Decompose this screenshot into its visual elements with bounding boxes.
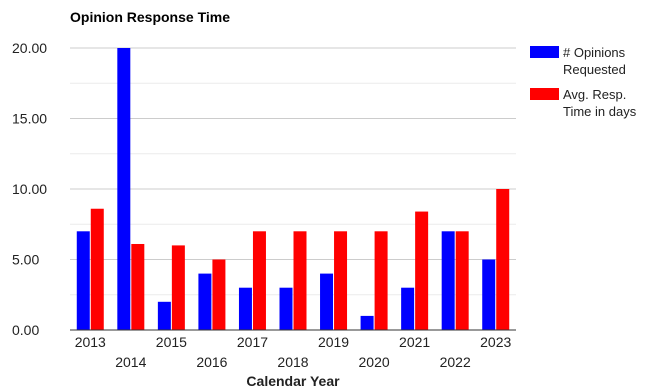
- x-tick-label: 2017: [237, 334, 268, 350]
- bar-series-1-2014: [131, 243, 145, 330]
- y-axis-ticks: 0.00 5.00 10.00 15.00 20.00: [12, 40, 47, 338]
- y-tick-label: 0.00: [12, 322, 39, 338]
- bar-series-1-2023: [496, 189, 510, 330]
- bar-series-0-2018: [279, 287, 293, 330]
- x-tick-label: 2021: [399, 334, 430, 350]
- bar-series-0-2013: [76, 231, 90, 330]
- chart-title: Opinion Response Time: [70, 9, 230, 25]
- x-tick-label: 2016: [196, 354, 227, 370]
- bar-series-0-2022: [441, 231, 455, 330]
- y-tick-label: 15.00: [12, 111, 47, 127]
- legend-label-1-line-0: Avg. Resp.: [563, 87, 626, 102]
- bar-series-0-2017: [238, 287, 252, 330]
- y-tick-label: 20.00: [12, 40, 47, 56]
- gridlines: [70, 47, 516, 296]
- bar-series-1-2018: [293, 231, 307, 330]
- bar-series-1-2016: [212, 259, 226, 330]
- bar-series-1-2019: [334, 231, 348, 330]
- bar-series-1-2013: [90, 208, 104, 330]
- x-tick-label: 2015: [156, 334, 187, 350]
- bar-series-1-2021: [415, 211, 429, 330]
- bar-series-0-2015: [157, 301, 171, 330]
- legend-swatch-1: [530, 88, 559, 100]
- y-tick-label: 10.00: [12, 181, 47, 197]
- bar-series-0-2019: [320, 273, 334, 330]
- bar-series-0-2014: [117, 48, 131, 330]
- legend-label-0-line-0: # Opinions: [563, 45, 626, 60]
- legend-label-0-line-1: Requested: [563, 62, 626, 77]
- legend: # Opinions Requested Avg. Resp. Time in day…: [530, 45, 637, 119]
- x-tick-label: 2019: [318, 334, 349, 350]
- legend-label-1-line-1: Time in days: [563, 104, 637, 119]
- bar-series-0-2016: [198, 273, 212, 330]
- x-tick-label: 2022: [440, 354, 471, 370]
- x-axis-label: Calendar Year: [246, 373, 340, 389]
- bar-series-0-2021: [401, 287, 415, 330]
- y-tick-label: 5.00: [12, 252, 39, 268]
- legend-swatch-0: [530, 46, 559, 58]
- x-tick-label: 2014: [115, 354, 146, 370]
- x-tick-label: 2023: [480, 334, 511, 350]
- bar-series-1-2017: [252, 231, 266, 330]
- x-tick-label: 2018: [277, 354, 308, 370]
- x-axis-ticks: 2013 2014 2015 2016 2017 2018 2019 2020 2021 2022…: [75, 334, 512, 370]
- bar-series-1-2015: [171, 245, 185, 330]
- x-tick-label: 2013: [75, 334, 106, 350]
- bars: [76, 48, 510, 330]
- bar-series-0-2023: [482, 259, 496, 330]
- x-tick-label: 2020: [359, 354, 390, 370]
- bar-series-0-2020: [360, 315, 374, 330]
- bar-series-1-2022: [455, 231, 469, 330]
- bar-series-1-2020: [374, 231, 388, 330]
